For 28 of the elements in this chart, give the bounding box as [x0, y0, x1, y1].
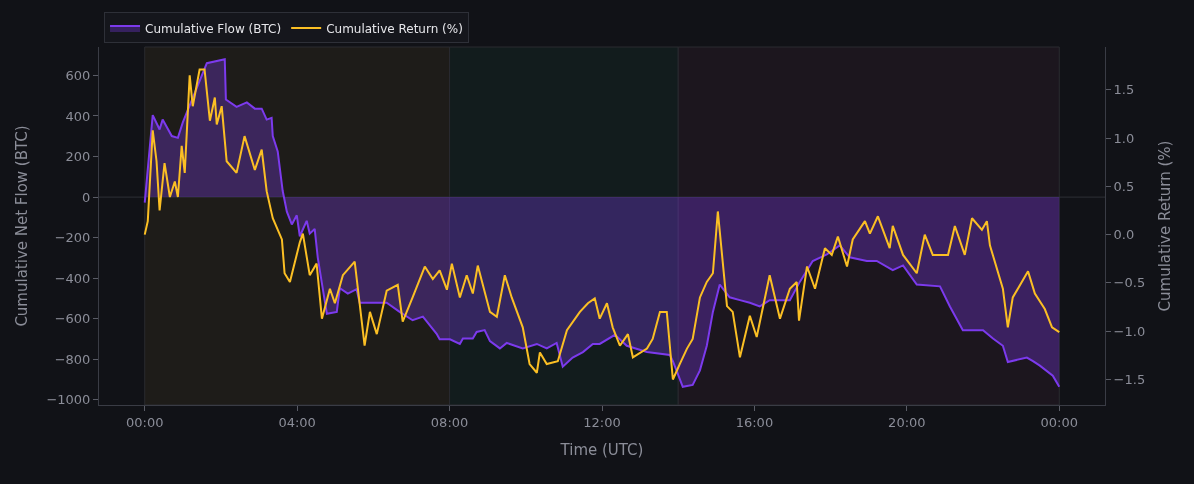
- y2-tick-label: −0.5: [1113, 275, 1146, 291]
- x-tick-label: 00:00: [126, 414, 164, 430]
- y-tick-label: −400: [54, 270, 91, 286]
- x-axis-title: Time (UTC): [559, 440, 644, 459]
- y-tick-label: −200: [54, 230, 91, 246]
- y2-axis-title: Cumulative Return (%): [1156, 140, 1175, 312]
- x-tick-label: 04:00: [278, 414, 316, 430]
- y2-tick-label: 0.0: [1113, 227, 1135, 243]
- x-tick-label: 00:00: [1040, 414, 1078, 430]
- x-tick-label: 08:00: [430, 414, 469, 430]
- y-tick-label: 200: [65, 149, 91, 165]
- x-tick-label: 20:00: [888, 414, 926, 430]
- y2-tick-label: −1.5: [1113, 372, 1146, 388]
- y-tick-label: 0: [82, 189, 91, 205]
- y2-tick-label: 1.5: [1113, 82, 1135, 98]
- y2-tick-label: 1.0: [1113, 130, 1135, 146]
- y-tick-label: −800: [54, 351, 91, 367]
- x-tick-label: 16:00: [735, 414, 774, 430]
- y2-tick-label: 0.5: [1113, 178, 1135, 194]
- y-tick-label: 400: [65, 108, 91, 124]
- y2-tick-label: −1.0: [1113, 323, 1146, 339]
- y-tick-label: −600: [54, 311, 91, 327]
- x-tick-label: 12:00: [583, 414, 621, 430]
- y-tick-label: −1000: [46, 392, 91, 408]
- y-tick-label: 600: [65, 67, 91, 83]
- y-axis-title: Cumulative Net Flow (BTC): [12, 125, 31, 327]
- legend-label: Cumulative Flow (BTC): [145, 21, 282, 36]
- legend-label: Cumulative Return (%): [326, 21, 463, 36]
